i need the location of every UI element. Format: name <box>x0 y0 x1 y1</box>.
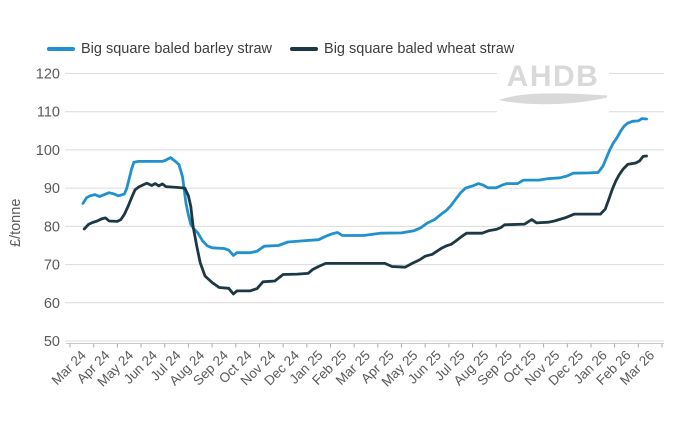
y-tick-label: 60 <box>44 296 60 312</box>
y-tick-label: 80 <box>44 219 60 235</box>
legend-label-barley: Big square baled barley straw <box>81 41 273 57</box>
legend-item-barley: Big square baled barley straw <box>47 41 272 57</box>
y-tick-label: 100 <box>36 143 60 159</box>
barley-line-swatch <box>47 47 75 51</box>
legend-label-wheat: Big square baled wheat straw <box>324 41 515 57</box>
barley-series-line <box>81 117 648 257</box>
y-tick-label: 70 <box>44 258 60 274</box>
legend-item-wheat: Big square baled wheat straw <box>290 41 514 57</box>
y-tick-label: 90 <box>44 181 60 197</box>
ahdb-watermark: AHDB <box>497 62 609 114</box>
ahdb-wave-icon <box>499 93 607 105</box>
wheat-line-swatch <box>290 47 319 51</box>
wheat-series-line <box>82 154 648 296</box>
legend: Big square baled barley straw Big square… <box>47 40 514 58</box>
ahdb-watermark-text: AHDB <box>506 60 600 93</box>
y-tick-label: 110 <box>37 105 60 121</box>
y-tick-label: 120 <box>36 67 60 83</box>
y-tick-label: 50 <box>44 334 60 350</box>
